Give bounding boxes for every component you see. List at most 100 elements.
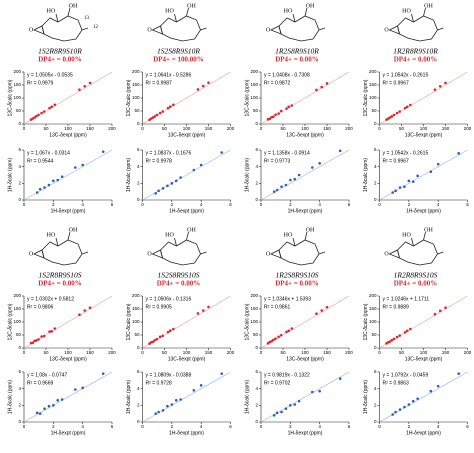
y-tick-label: 50 [134,108,140,113]
dp4-value: DP4+ = 0.00% [275,56,319,64]
point [31,341,35,345]
r-squared: R² = 0.9702 [264,380,290,386]
point [280,185,283,188]
ring [41,239,83,266]
y-tick-label: 4 [137,386,140,391]
equation: y = 1.067x - 0.0314 [27,150,70,156]
isomer-label: 1S2S8R9S10S [157,271,199,280]
x-tick-label: 0 [23,350,26,355]
point [179,398,182,401]
y-axis-label: 13C-δcalc (ppm) [244,79,250,116]
x-tick-label: 4 [318,424,321,429]
atom-label: HO [284,8,293,14]
point [192,168,196,172]
point [81,163,84,167]
y-tick-label: 200 [132,69,140,74]
y-tick-label: 4 [255,386,258,391]
point [457,152,461,155]
point [168,329,172,332]
x-tick-label: 0 [260,202,263,207]
point [174,399,178,402]
x-tick-label: 50 [280,350,286,355]
fit-line [379,149,468,201]
r-squared: R² = 0.9861 [264,304,290,310]
point [285,330,288,334]
y-axis-label: 1H-δcalc (ppm) [244,158,250,193]
x-tick-label: 150 [86,126,94,131]
x-tick-label: 200 [227,126,235,131]
equation: y = 0.9819x - 0.1322 [264,372,310,378]
x-tick-label: 4 [81,424,84,429]
point [297,399,301,403]
point [438,309,442,313]
y-tick-label: 150 [250,306,258,311]
point [411,180,415,183]
ring [160,239,201,266]
point [392,113,396,117]
point [48,106,51,110]
y-tick-label: 200 [250,293,258,298]
dp4-value: DP4+ = 100.00% [153,56,204,64]
y-axis-label: 13C-δcalc (ppm) [7,303,13,340]
atom-label: HO [165,8,174,14]
point [179,176,182,179]
dp4-value: DP4+ = 0.00% [38,280,82,288]
x-tick-label: 0 [23,424,26,429]
structure: HO OH O [147,3,207,42]
y-tick-label: 0 [255,197,258,202]
point [274,337,277,340]
y-tick-label: 50 [253,108,259,113]
x-tick-label: 150 [205,126,213,131]
isomer-label: 1S2S8R9S10R [157,47,200,56]
x-tick-label: 200 [345,350,353,355]
dp4-value: DP4+ = 0.00% [275,280,319,288]
point [405,329,409,333]
y-axis-label: 13C-δcalc (ppm) [363,303,369,340]
point [438,85,442,88]
point [325,82,329,85]
point [155,113,159,117]
point [394,189,397,193]
point [170,182,174,185]
point [172,327,175,331]
y-tick-label: 150 [132,306,140,311]
y-tick-label: 0 [18,197,21,202]
y-tick-label: 100 [132,319,140,324]
x-tick-label: 50 [162,126,168,131]
y-tick-label: 2 [374,181,377,186]
point [268,117,272,121]
point [275,188,279,192]
point [436,384,440,388]
point [60,398,64,401]
point [416,397,419,400]
point [279,109,283,113]
atom-label: O [147,27,152,33]
point [53,103,57,107]
isomer-label: 1R2R8R9S10S [394,271,438,280]
x-tick-label: 0 [378,126,381,131]
y-tick-label: 150 [13,82,21,87]
y-tick-label: 50 [371,108,377,113]
x-tick-label: 100 [301,350,309,355]
y-tick-label: 0 [374,197,377,202]
y-tick-label: 6 [137,369,140,374]
point [287,329,291,333]
point [338,377,342,380]
point [277,335,280,339]
atom-label: O [29,251,34,257]
point [35,114,38,118]
point [207,305,210,309]
atom-label: O [266,251,271,257]
point [50,330,54,333]
point [398,334,402,337]
y-tick-label: 0 [18,345,21,350]
y-tick-label: 200 [13,69,21,74]
ring [397,15,438,42]
x-tick-label: 6 [466,202,469,207]
x-tick-label: 2 [289,424,292,429]
equation: y = 1.0505x - 0.0535 [27,72,73,78]
r-squared: R² = 0.9967 [383,80,409,86]
point [315,312,318,315]
epoxide [151,7,207,35]
